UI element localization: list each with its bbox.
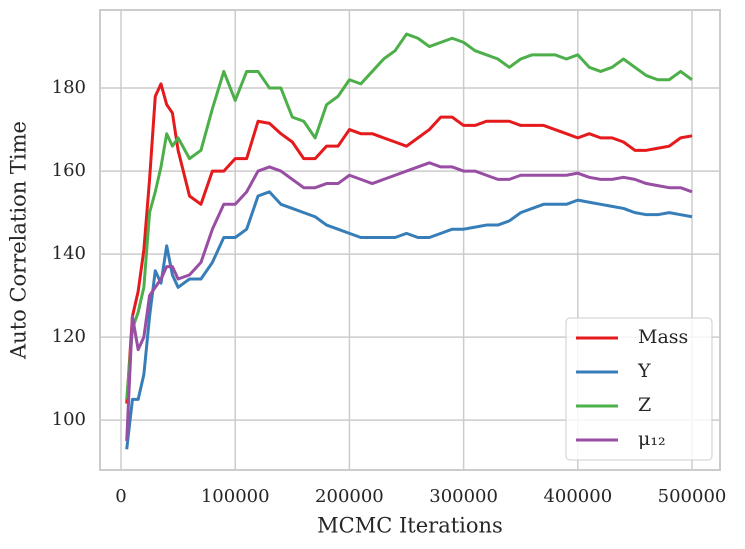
y-tick-label: 160: [52, 160, 86, 181]
x-tick-label: 300000: [429, 486, 498, 507]
x-axis-label: MCMC Iterations: [317, 514, 503, 538]
y-tick-label: 180: [52, 77, 86, 98]
y-tick-label: 140: [52, 243, 86, 264]
plot-frame: [99, 9, 721, 471]
legend-label: μ₁₂: [638, 428, 666, 450]
line-series: [125, 190, 693, 450]
x-tick-label: 100000: [201, 486, 270, 507]
y-axis-label: Auto Correlation Time: [7, 121, 31, 360]
line-series: [125, 161, 693, 442]
x-tick-label: 400000: [543, 486, 612, 507]
legend-label: Z: [638, 394, 651, 416]
legend-box: [565, 317, 713, 461]
line-series: [125, 32, 693, 400]
y-tick-label: 100: [52, 409, 86, 430]
legend-label: Y: [637, 360, 651, 382]
x-tick-label: 200000: [315, 486, 384, 507]
x-tick-label: 0: [115, 486, 126, 507]
line-series: [125, 82, 693, 404]
x-tick-label: 500000: [658, 486, 727, 507]
y-tick-label: 120: [52, 326, 86, 347]
legend-label: Mass: [638, 326, 688, 348]
